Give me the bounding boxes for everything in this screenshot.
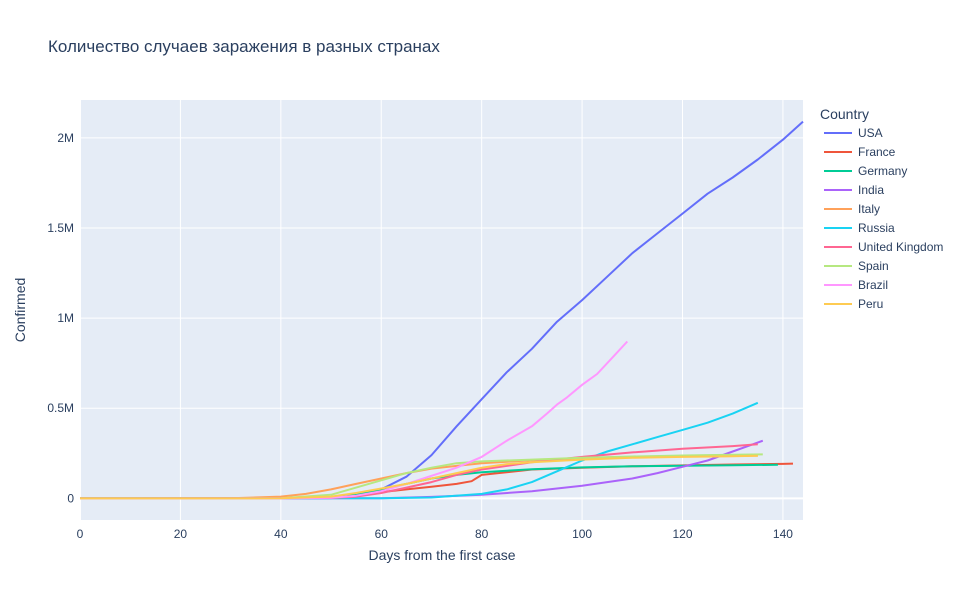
legend-label-france: France: [858, 145, 896, 159]
y-tick-label: 0.5M: [47, 401, 74, 415]
y-axis-ticks: 0 0.5M 1M 1.5M 2M: [47, 131, 74, 506]
legend-label-usa: USA: [858, 126, 883, 140]
y-tick-label: 0: [67, 491, 74, 505]
series-line-united-kingdom: [79, 443, 758, 500]
x-tick-label: 80: [475, 527, 489, 541]
x-tick-label: 100: [572, 527, 592, 541]
y-tick-label: 2M: [57, 131, 74, 145]
x-tick-label: 60: [375, 527, 389, 541]
legend-label-brazil: Brazil: [858, 278, 888, 292]
x-tick-label: 20: [174, 527, 188, 541]
y-tick-label: 1M: [57, 311, 74, 325]
legend-label-germany: Germany: [858, 164, 907, 178]
legend-label-united-kingdom: United Kingdom: [858, 240, 943, 254]
series-line-spain: [79, 453, 763, 500]
legend: Country USA France Germany India Italy Russia…: [820, 106, 943, 311]
series-line-peru: [79, 454, 758, 500]
legend-label-india: India: [858, 183, 884, 197]
y-axis-title: Confirmed: [12, 278, 28, 343]
legend-label-russia: Russia: [858, 221, 895, 235]
series-line-brazil: [80, 340, 629, 500]
x-axis-ticks: 0 20 40 60 80 100 120 140: [77, 527, 794, 541]
legend-label-spain: Spain: [858, 259, 889, 273]
x-tick-label: 40: [274, 527, 288, 541]
x-tick-label: 140: [773, 527, 793, 541]
series-lines: [79, 120, 804, 500]
y-tick-label: 1.5M: [47, 221, 74, 235]
legend-title: Country: [820, 106, 869, 122]
x-tick-label: 0: [77, 527, 84, 541]
legend-label-italy: Italy: [858, 202, 880, 216]
chart-title: Количество случаев заражения в разных ст…: [48, 37, 440, 56]
x-tick-label: 120: [672, 527, 692, 541]
legend-label-peru: Peru: [858, 297, 883, 311]
x-axis-title: Days from the first case: [368, 547, 515, 563]
